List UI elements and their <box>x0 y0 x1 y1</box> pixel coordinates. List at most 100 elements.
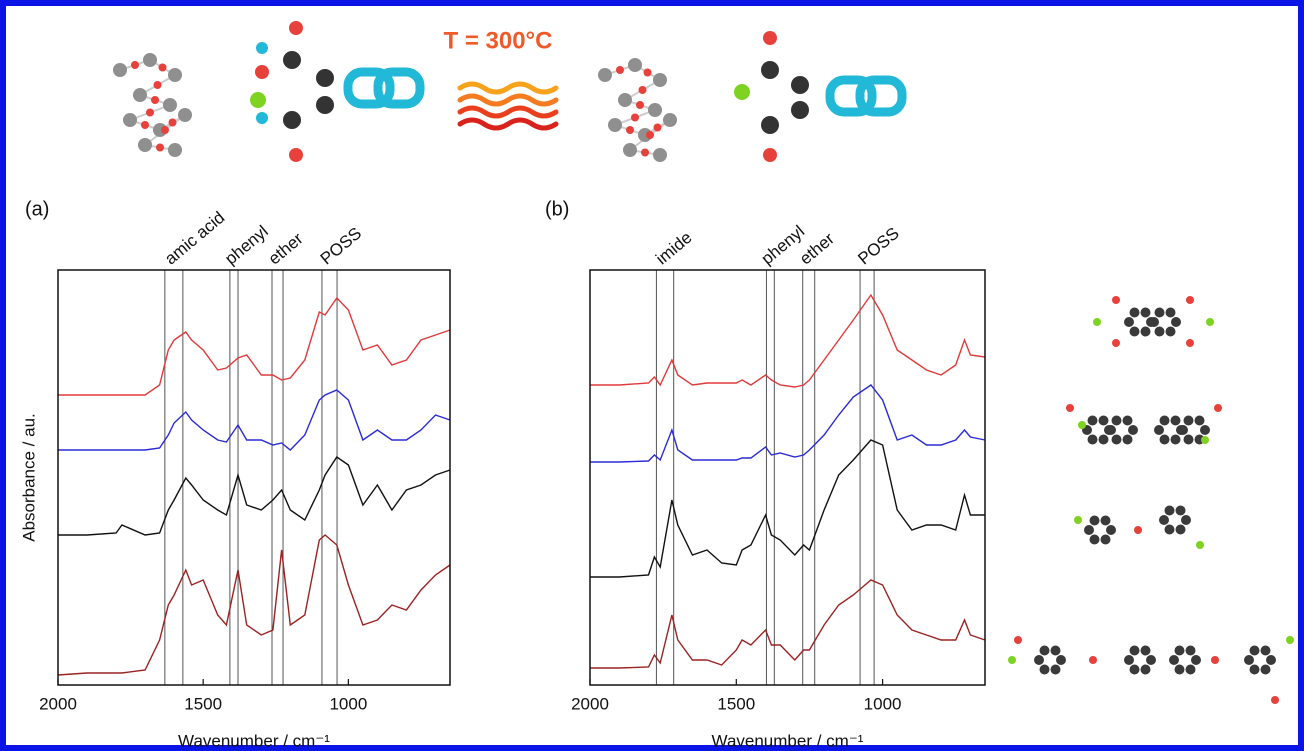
atom <box>631 113 639 122</box>
atom <box>163 98 177 112</box>
atom <box>653 123 662 132</box>
atom <box>643 68 652 77</box>
atom <box>256 112 268 124</box>
atom <box>1134 526 1142 534</box>
atom <box>151 96 159 104</box>
atom <box>648 103 662 117</box>
x-tick-label: 1500 <box>717 694 755 713</box>
molecule <box>1106 415 1138 445</box>
atom <box>1154 425 1164 435</box>
atom <box>113 63 127 77</box>
molecule <box>1084 515 1116 545</box>
atom <box>1106 425 1116 435</box>
atom <box>1111 434 1122 445</box>
atom <box>791 101 809 119</box>
atom <box>156 143 164 152</box>
molecule <box>1124 645 1156 675</box>
spectrum <box>57 534 451 676</box>
spectrum <box>590 439 985 578</box>
atom <box>1154 326 1165 337</box>
atom <box>1170 434 1181 445</box>
atom <box>143 53 157 67</box>
plot-frame <box>57 269 451 686</box>
atom <box>1098 434 1109 445</box>
spectrum <box>590 384 986 463</box>
atom <box>1089 515 1100 526</box>
atom <box>153 81 162 89</box>
atom <box>1140 645 1151 656</box>
panel-label: (b) <box>545 198 569 220</box>
atom <box>646 131 654 139</box>
atom <box>663 113 677 127</box>
atom <box>1087 415 1098 426</box>
atom <box>168 143 182 157</box>
atom <box>1124 655 1134 665</box>
molecule <box>1034 645 1066 675</box>
chain-links <box>343 67 907 117</box>
atom <box>1169 655 1179 665</box>
atom <box>626 126 634 134</box>
atom <box>763 148 777 162</box>
atom <box>1098 415 1109 426</box>
atom <box>133 88 147 102</box>
atom <box>734 84 750 100</box>
atom <box>763 31 777 45</box>
atom <box>1170 415 1181 426</box>
atom <box>791 76 809 94</box>
atom <box>1124 317 1134 327</box>
heat-arrows <box>457 81 559 131</box>
x-axis-label: Wavenumber / cm⁻¹ <box>712 731 864 750</box>
molecule <box>1154 415 1186 445</box>
atom <box>316 96 334 114</box>
atom <box>1181 515 1191 525</box>
panel-label: (a) <box>25 198 49 220</box>
atom <box>1100 515 1111 526</box>
scheme-text: T = 300°C <box>444 27 553 54</box>
atom <box>653 148 667 162</box>
atom <box>1206 318 1214 326</box>
scheme: T = 300°C <box>113 21 1294 704</box>
atom <box>1244 655 1254 665</box>
y-axis-label: Absorbance / au. <box>19 413 38 542</box>
atom <box>1174 645 1185 656</box>
atom <box>1111 415 1122 426</box>
atom <box>608 118 622 132</box>
atom <box>131 61 139 69</box>
atom <box>1266 655 1276 665</box>
atom <box>628 58 642 72</box>
x-tick-label: 1000 <box>329 694 367 713</box>
atom <box>1186 296 1194 304</box>
atom <box>1260 645 1271 656</box>
atom <box>1164 505 1175 516</box>
atom <box>1112 296 1120 304</box>
atom <box>1211 656 1219 664</box>
atom <box>638 86 647 94</box>
atom <box>1034 655 1044 665</box>
atom <box>623 143 637 157</box>
atom <box>1084 525 1094 535</box>
atom <box>1008 656 1016 664</box>
atom <box>1159 415 1170 426</box>
atom <box>1159 515 1169 525</box>
x-tick-label: 2000 <box>39 694 77 713</box>
poss-cage <box>113 53 192 157</box>
atom <box>1129 326 1140 337</box>
x-tick-label: 2000 <box>571 694 609 713</box>
molecule <box>1169 645 1201 675</box>
poss-cage <box>598 58 677 162</box>
atom <box>283 111 301 129</box>
molecule <box>1178 415 1210 445</box>
atom <box>1178 425 1188 435</box>
spectrum <box>58 389 451 451</box>
atom <box>1078 421 1086 429</box>
atom <box>1249 645 1260 656</box>
atom <box>1056 655 1066 665</box>
atom <box>1066 404 1074 412</box>
atom <box>141 121 149 129</box>
atom <box>761 61 779 79</box>
atom <box>1122 415 1133 426</box>
atom <box>1196 541 1204 549</box>
atom <box>1154 307 1165 318</box>
atom <box>618 93 632 107</box>
atom <box>1129 307 1140 318</box>
